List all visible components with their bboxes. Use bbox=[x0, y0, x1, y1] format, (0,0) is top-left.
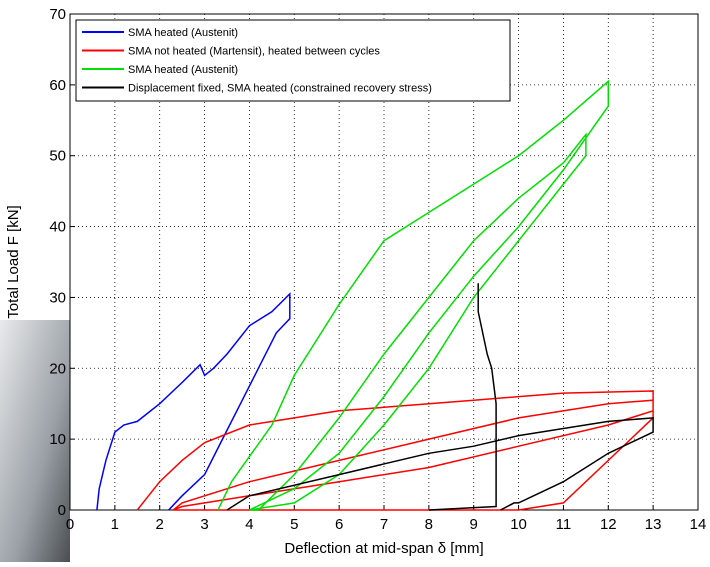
x-tick-label: 8 bbox=[425, 516, 433, 533]
x-tick-label: 4 bbox=[245, 516, 253, 533]
y-tick-label: 20 bbox=[49, 360, 66, 377]
data-line bbox=[96, 292, 291, 511]
x-axis-label: Deflection at mid-span δ [mm] bbox=[284, 540, 483, 557]
x-tick-label: 5 bbox=[290, 516, 298, 533]
x-tick-label: 10 bbox=[510, 516, 527, 533]
legend-box bbox=[75, 19, 511, 102]
y-tick-label: 30 bbox=[49, 289, 66, 306]
legend-label: SMA heated (Austenit) bbox=[128, 27, 238, 39]
x-tick-label: 11 bbox=[556, 516, 572, 533]
x-tick-label: 9 bbox=[470, 516, 478, 533]
x-tick-label: 3 bbox=[200, 516, 208, 533]
legend-label: Displacement fixed, SMA heated (constrai… bbox=[128, 83, 432, 95]
legend: SMA heated (Austenit) SMA not heated (Mar… bbox=[75, 19, 511, 102]
data-line bbox=[217, 79, 610, 511]
x-tick-label: 0 bbox=[66, 516, 74, 533]
x-tick-label: 14 bbox=[690, 516, 707, 533]
x-tick-label: 6 bbox=[335, 516, 343, 533]
x-tick-label: 7 bbox=[380, 516, 388, 533]
data-line bbox=[226, 283, 654, 511]
y-tick-label: 0 bbox=[58, 502, 66, 519]
x-tick-label: 13 bbox=[645, 516, 662, 533]
data-line bbox=[136, 390, 654, 511]
x-tick-label: 12 bbox=[600, 516, 617, 533]
legend-label: SMA heated (Austenit) bbox=[128, 64, 238, 76]
y-axis-label: Total Load F [kN] bbox=[5, 205, 22, 318]
x-tick-label: 1 bbox=[111, 516, 119, 533]
y-tick-label: 50 bbox=[49, 148, 66, 165]
y-tick-label: 10 bbox=[49, 431, 66, 448]
legend-label: SMA not heated (Martensit), heated betwe… bbox=[128, 46, 380, 58]
y-tick-label: 70 bbox=[49, 6, 66, 23]
y-tick-label: 40 bbox=[49, 219, 66, 236]
x-tick-label: 2 bbox=[156, 516, 164, 533]
background-photo bbox=[0, 320, 70, 562]
y-tick-label: 60 bbox=[49, 77, 66, 94]
